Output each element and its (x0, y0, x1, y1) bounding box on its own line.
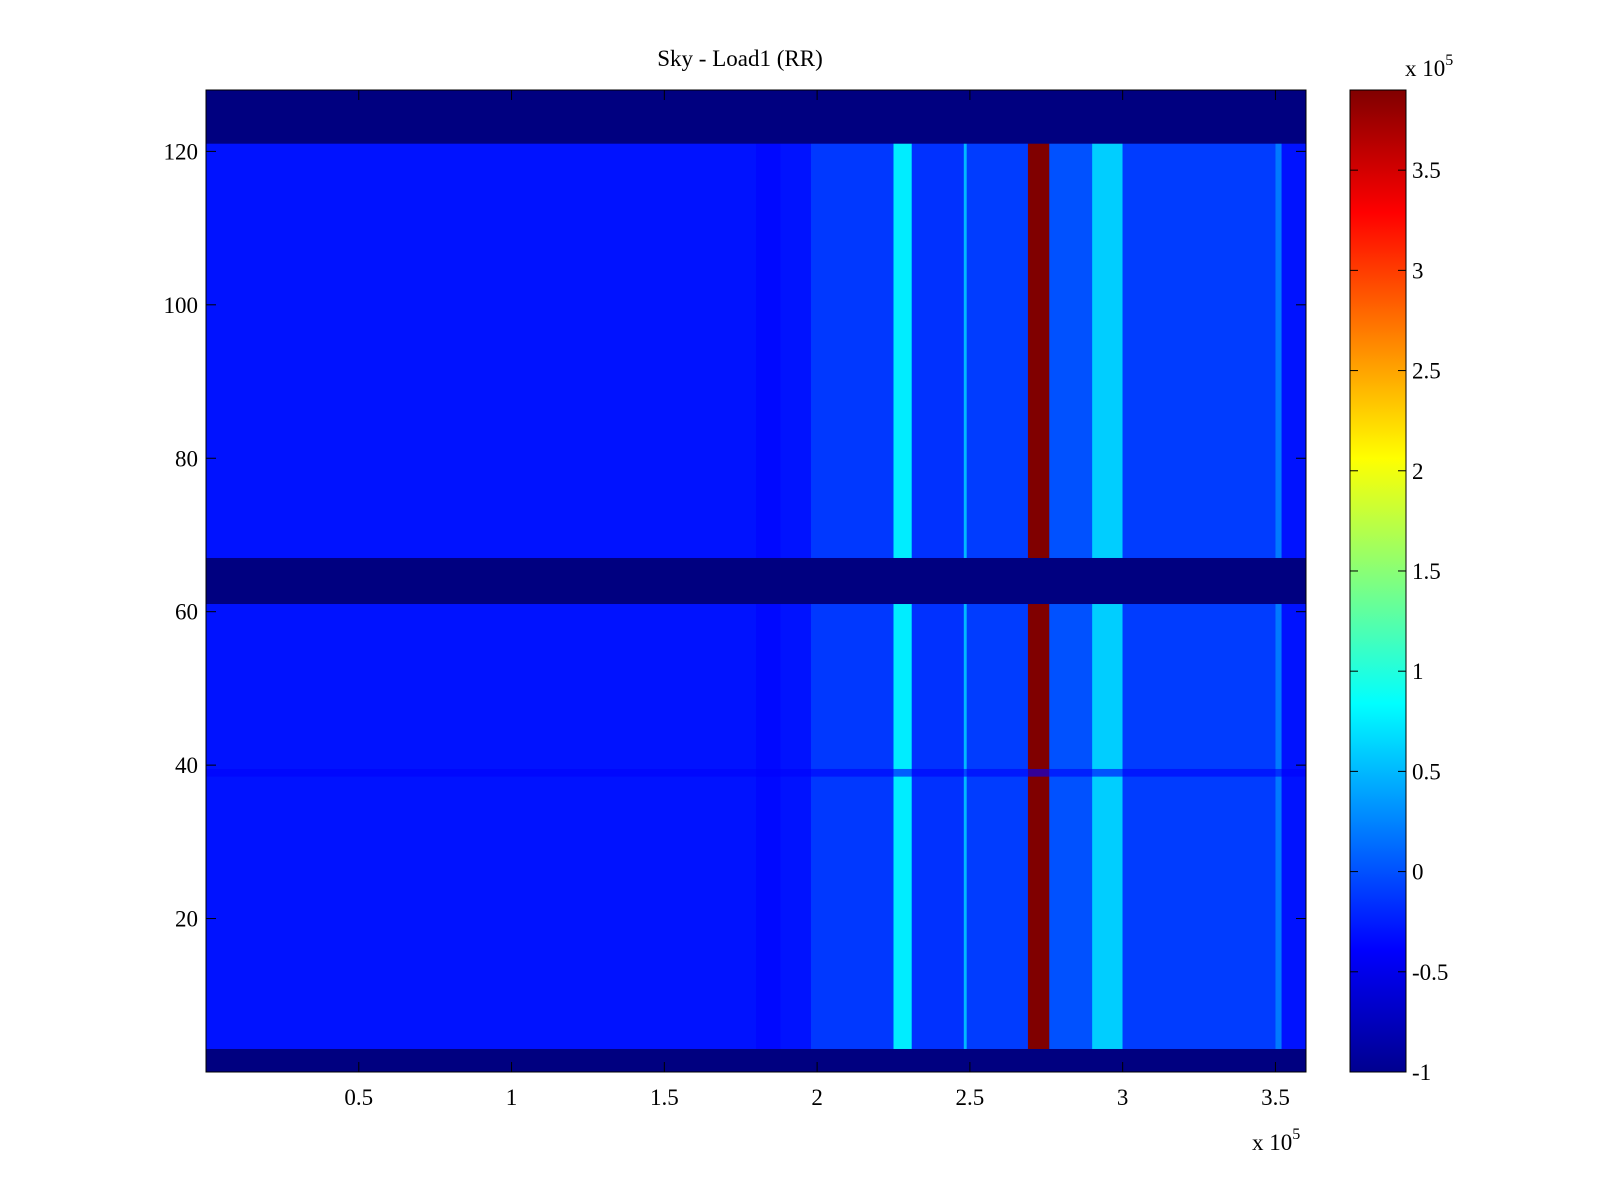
colorbar-axis: -1 -0.5 0 0.5 1 1.5 2 2.5 3 3.5 (1350, 158, 1448, 1085)
x-tick-label: 0.5 (344, 1085, 373, 1110)
colorbar-tick-label: 3.5 (1412, 158, 1441, 183)
y-tick-label: 40 (175, 753, 198, 778)
x-tick-label: 3.5 (1261, 1085, 1290, 1110)
heatmap-empty-band-2 (206, 1048, 1306, 1072)
colorbar-tick-label: 1.5 (1412, 559, 1441, 584)
colorbar-tick-label: -1 (1412, 1060, 1431, 1085)
x-tick-label: 1 (506, 1085, 518, 1110)
colorbar-tick-label: 2 (1412, 459, 1424, 484)
y-tick-label: 80 (175, 446, 198, 471)
heatmap-empty-band-0 (206, 90, 1306, 144)
heatmap-cells (206, 90, 1306, 1072)
colorbar-tick-label: 2.5 (1412, 359, 1441, 384)
x-axis: 0.5 1 1.5 2 2.5 3 3.5 (344, 90, 1290, 1110)
colorbar-exponent: x 105 (1405, 52, 1453, 81)
colorbar-exponent-base: x 10 (1405, 56, 1445, 81)
y-tick-label: 120 (164, 139, 199, 164)
x-tick-label: 3 (1117, 1085, 1129, 1110)
colorbar-tick-label: 0 (1412, 860, 1424, 885)
x-axis-exponent-power: 5 (1292, 1126, 1300, 1143)
x-axis-exponent: x 105 (1252, 1126, 1300, 1155)
y-axis: 20 40 60 80 100 120 (164, 139, 1306, 932)
heatmap-empty-band-1 (206, 557, 1306, 605)
plot-frame (205, 89, 1307, 1073)
colorbar-exponent-power: 5 (1445, 52, 1453, 69)
x-tick-label: 2 (811, 1085, 823, 1110)
y-tick-label: 100 (164, 293, 199, 318)
colorbar-tick-label: 1 (1412, 659, 1424, 684)
x-tick-label: 2.5 (956, 1085, 985, 1110)
colorbar-tick-label: 0.5 (1412, 759, 1441, 784)
colorbar (1349, 89, 1407, 1073)
colorbar-tick-label: -0.5 (1412, 960, 1448, 985)
colorbar-tick-label: 3 (1412, 258, 1424, 283)
heatmap-row-band-0 (206, 768, 1306, 777)
chart-title: Sky - Load1 (RR) (657, 46, 822, 71)
x-tick-label: 1.5 (650, 1085, 679, 1110)
x-axis-exponent-base: x 10 (1252, 1130, 1292, 1155)
y-tick-label: 20 (175, 907, 198, 932)
y-tick-label: 60 (175, 600, 198, 625)
